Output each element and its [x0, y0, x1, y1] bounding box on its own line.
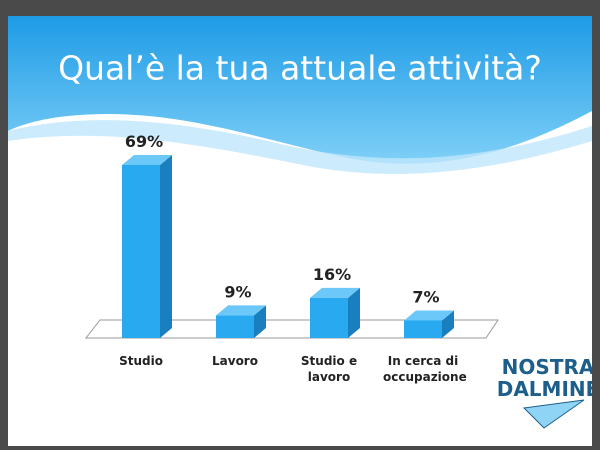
x-tick-label: Studio e lavoro	[300, 354, 358, 384]
bar-side	[160, 155, 172, 338]
logo-text: DALMINE	[497, 377, 592, 401]
bar-side	[442, 310, 454, 338]
data-label: 16%	[313, 265, 351, 284]
bar	[404, 320, 442, 338]
bar-top	[310, 287, 360, 298]
chart: Qual’è la tua attuale attività? NOSTRA D…	[8, 16, 592, 429]
logo-plane	[522, 399, 585, 429]
bar	[122, 165, 160, 338]
logo: NOSTRA DALMINE	[497, 355, 592, 429]
header-wave	[8, 120, 592, 174]
x-tick-label: Lavoro	[212, 354, 258, 368]
bar	[310, 297, 348, 338]
bar-top	[216, 305, 266, 316]
slide: Qual’è la tua attuale attività? NOSTRA D…	[8, 16, 592, 446]
bar	[216, 315, 254, 338]
logo-text: NOSTRA	[502, 355, 592, 379]
bar-side	[348, 287, 360, 338]
header-band	[8, 16, 592, 164]
data-label: 69%	[125, 132, 163, 151]
chart-title: Qual’è la tua attuale attività?	[58, 49, 542, 88]
data-label: 7%	[412, 287, 439, 306]
bar-top	[122, 155, 172, 165]
x-tick-label: Studio	[119, 354, 163, 368]
bar-top	[404, 310, 454, 321]
x-tick-label: In cerca di occupazione	[383, 354, 467, 384]
data-label: 9%	[224, 282, 251, 301]
bar-side	[254, 305, 266, 338]
floor	[84, 319, 499, 339]
